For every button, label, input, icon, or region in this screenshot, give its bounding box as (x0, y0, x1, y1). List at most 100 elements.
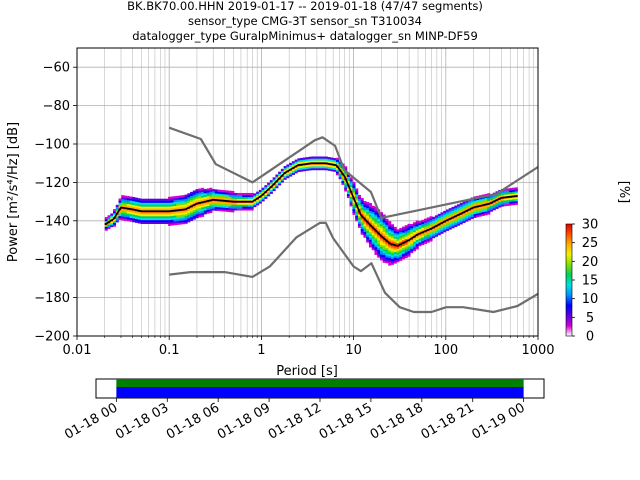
density-cell (366, 211, 370, 214)
density-cell (137, 203, 141, 207)
density-cell (418, 238, 422, 241)
density-cell (335, 171, 339, 174)
density-cell (352, 187, 356, 190)
density-cell (341, 180, 345, 183)
density-cell (129, 198, 133, 201)
density-cell (187, 202, 191, 206)
density-cell (217, 205, 221, 208)
density-cell (201, 199, 205, 202)
density-cell (401, 234, 406, 237)
density-cell (346, 174, 350, 177)
density-cell (363, 202, 367, 206)
density-cell (346, 178, 350, 181)
density-cell (401, 245, 406, 248)
density-cell (107, 222, 111, 226)
density-cell (374, 235, 378, 238)
density-cell (360, 203, 364, 207)
density-cell (457, 210, 461, 213)
density-cell (415, 243, 419, 246)
density-cell (159, 216, 163, 219)
density-cell (129, 215, 133, 218)
density-cell (143, 204, 147, 207)
density-cell (445, 211, 450, 214)
density-cell (302, 169, 306, 172)
density-cell (231, 192, 235, 196)
density-cell (388, 259, 392, 262)
density-cell (157, 200, 161, 203)
density-cell (379, 244, 384, 247)
density-cell (457, 211, 461, 215)
density-cell (146, 204, 150, 207)
density-cell (509, 189, 513, 193)
density-cell (126, 219, 130, 222)
density-cell (338, 176, 342, 180)
density-cell (330, 159, 334, 162)
density-cell (319, 168, 323, 171)
density-cell (289, 166, 293, 169)
density-cell (234, 202, 238, 205)
density-cell (173, 215, 177, 218)
density-cell (418, 240, 422, 243)
density-cell (146, 200, 150, 203)
density-cell (360, 224, 364, 228)
density-cell (192, 200, 196, 203)
density-cell (187, 216, 191, 219)
density-cell (355, 217, 359, 220)
density-cell (275, 186, 279, 189)
density-cell (124, 214, 128, 218)
density-cell (498, 203, 502, 206)
density-cell (245, 194, 249, 198)
density-cell (157, 219, 161, 223)
density-cell (415, 226, 419, 229)
density-cell (159, 202, 163, 205)
density-cell (379, 225, 384, 228)
density-cell (217, 191, 221, 194)
density-cell (426, 217, 430, 220)
density-cell (368, 212, 372, 215)
density-cell (385, 232, 389, 235)
density-cell (374, 208, 378, 211)
density-cell (140, 216, 144, 219)
density-cell (404, 255, 408, 259)
density-cell (501, 190, 505, 194)
density-cell (393, 228, 397, 232)
density-cell (357, 198, 361, 202)
density-cell (187, 195, 191, 198)
density-cell (157, 198, 161, 201)
density-cell (440, 218, 444, 221)
density-cell (176, 213, 180, 216)
density-cell (377, 245, 381, 249)
density-cell (382, 222, 386, 225)
density-cell (473, 211, 477, 215)
density-cell (170, 202, 174, 205)
density-cell (239, 196, 243, 200)
density-cell (454, 211, 458, 214)
density-cell (459, 216, 463, 219)
density-cell (490, 209, 494, 212)
density-cell (267, 194, 271, 197)
density-cell (192, 198, 196, 201)
density-cell (220, 191, 224, 195)
density-cell (432, 224, 436, 227)
density-cell (330, 167, 334, 170)
density-cell (368, 208, 372, 212)
density-cell (115, 206, 119, 209)
density-cell (352, 185, 356, 188)
density-cell (118, 217, 122, 220)
density-cell (390, 245, 395, 248)
density-cell (371, 223, 375, 226)
density-cell (126, 217, 130, 220)
density-cell (333, 161, 337, 165)
density-cell (423, 241, 428, 244)
density-cell (374, 231, 378, 234)
density-cell (245, 196, 249, 200)
timeline-tick-label: 01-18 06 (164, 400, 222, 442)
density-cell (410, 227, 414, 231)
density-cell (396, 250, 400, 253)
density-cell (154, 212, 158, 215)
density-cell (179, 218, 183, 221)
density-cell (201, 189, 205, 192)
density-cell (225, 207, 229, 210)
density-cell (371, 248, 375, 251)
density-cell (407, 252, 411, 255)
